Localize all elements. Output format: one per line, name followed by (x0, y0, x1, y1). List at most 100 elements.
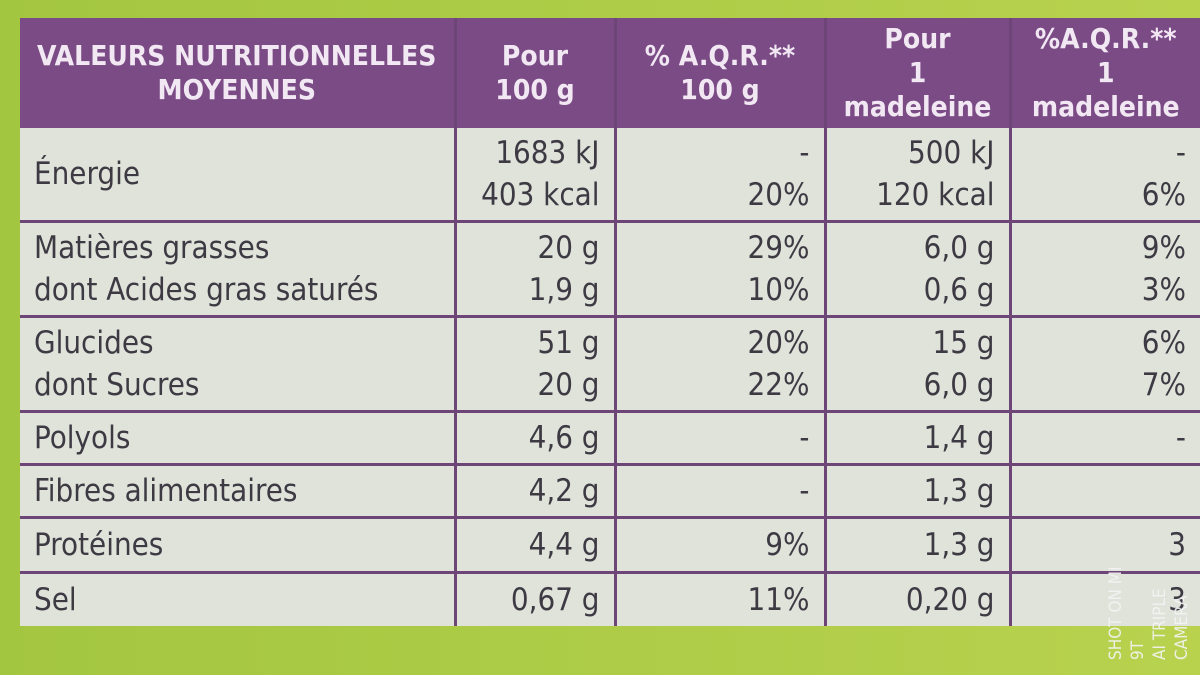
cell-line: 20% (747, 325, 810, 361)
cell-line: VALEURS NUTRITIONNELLES (37, 39, 437, 72)
table-row: Protéines 4,4 g 9% 1,3 g 3 (20, 517, 1200, 574)
table-cell: 1,3 g (823, 517, 1010, 574)
table-row: Énergie 1683 kJ 403 kcal - 20% 500 kJ 120 kcal… (20, 128, 1200, 223)
table-cell: 9% 3% (1008, 221, 1200, 318)
cell-line: 9% (765, 527, 810, 563)
cell-line: 22% (747, 367, 810, 403)
table-row: Matières grasses dont Acides gras saturés… (20, 221, 1200, 318)
table-cell: Glucides dont Sucres (20, 316, 455, 413)
cell-line: 120 kcal (876, 177, 995, 213)
cell-line: Matières grasses (34, 230, 270, 266)
table-row: Sel 0,67 g 11% 0,20 g 3 (20, 572, 1200, 627)
table-cell (1008, 464, 1200, 519)
cell-line: Énergie (34, 156, 141, 192)
cell-line: 6% (1141, 177, 1186, 213)
table-row: Fibres alimentaires 4,2 g - 1,3 g (20, 464, 1200, 519)
table-cell: 11% (613, 572, 825, 626)
cell-line: 10% (747, 272, 810, 308)
cell-line: %A.Q.R.** (1034, 22, 1177, 55)
table-cell: 0,20 g (823, 572, 1010, 626)
header-cell: % A.Q.R.** 100 g (613, 18, 825, 128)
cell-line: Pour (884, 22, 951, 55)
header-cell: %A.Q.R.** 1 madeleine (1008, 18, 1200, 128)
table-cell: 1,3 g (823, 464, 1010, 519)
cell-line: 100 g (495, 73, 575, 106)
header-cell: Pour 100 g (453, 18, 615, 128)
cell-line: Pour (501, 39, 569, 72)
header-cell: VALEURS NUTRITIONNELLES MOYENNES (20, 18, 455, 128)
table-cell: 6,0 g 0,6 g (823, 221, 1010, 318)
cell-line: dont Acides gras saturés (34, 272, 379, 308)
cell-line: - (799, 420, 810, 456)
table-cell: 1,4 g (823, 411, 1010, 466)
cell-line: 29% (747, 230, 810, 266)
cell-line: 20 g (537, 367, 600, 403)
table-cell: - (613, 464, 825, 519)
cell-line: 0,20 g (905, 582, 995, 618)
table-cell: 0,67 g (453, 572, 615, 626)
table-row: Glucides dont Sucres 51 g 20 g 20% 22% 15 g 6,0… (20, 316, 1200, 413)
cell-line: 51 g (537, 325, 600, 361)
table-cell: 500 kJ 120 kcal (823, 128, 1010, 223)
table-cell: Matières grasses dont Acides gras saturés (20, 221, 455, 318)
cell-line: AI TRIPLE CAMERA (1150, 588, 1192, 660)
cell-line: 403 kcal (481, 177, 600, 213)
cell-line: 0,6 g (923, 272, 995, 308)
cell-line: Glucides (34, 325, 154, 361)
cell-line: 6,0 g (923, 367, 995, 403)
table-cell: 6% 7% (1008, 316, 1200, 413)
cell-line: 6,0 g (923, 230, 995, 266)
table-cell: 3 (1008, 572, 1200, 626)
cell-line: Protéines (34, 527, 164, 563)
cell-line: 1683 kJ (495, 135, 600, 171)
cell-line: 0,67 g (510, 582, 600, 618)
cell-line: Fibres alimentaires (34, 473, 298, 509)
cell-line: 100 g (680, 73, 760, 106)
cell-line: Sel (34, 582, 77, 618)
cell-line: 1 madeleine (1031, 56, 1180, 123)
table-cell: 20% 22% (613, 316, 825, 413)
table-cell: 15 g 6,0 g (823, 316, 1010, 413)
cell-line: 1,3 g (923, 473, 995, 509)
table-cell: Protéines (20, 517, 455, 574)
table-cell: 9% (613, 517, 825, 574)
cell-line: 4,6 g (528, 420, 600, 456)
header-row: VALEURS NUTRITIONNELLES MOYENNES Pour 100 g… (20, 18, 1200, 128)
table-cell: Sel (20, 573, 455, 627)
cell-line: 1,3 g (923, 527, 995, 563)
header-cell: Pour 1 madeleine (823, 18, 1010, 128)
cell-line: 7% (1141, 367, 1186, 403)
watermark: SHOT ON MI 9T AI TRIPLE CAMERA (1105, 565, 1193, 660)
cell-line: - (1175, 420, 1186, 456)
table-cell: 3 (1008, 517, 1200, 574)
cell-line: MOYENNES (157, 73, 316, 106)
cell-line: dont Sucres (34, 367, 200, 403)
cell-line: % A.Q.R.** (644, 39, 796, 72)
table-cell: Fibres alimentaires (20, 464, 455, 519)
cell-line: 3 (1168, 527, 1186, 563)
cell-line: 4,2 g (528, 473, 600, 509)
table-cell: 4,2 g (453, 464, 615, 519)
cell-line: 1,4 g (923, 420, 995, 456)
cell-line: 11% (747, 582, 810, 618)
table-cell: - (613, 411, 825, 466)
table-cell: - (1008, 411, 1200, 466)
cell-line: SHOT ON MI 9T (1106, 566, 1148, 660)
table-cell: - 6% (1008, 128, 1200, 223)
cell-line: - (799, 473, 810, 509)
cell-line: 20 g (537, 230, 600, 266)
table-cell: - 20% (613, 128, 825, 223)
table-cell: 1683 kJ 403 kcal (453, 128, 615, 223)
cell-line: 9% (1141, 230, 1186, 266)
table-row: Polyols 4,6 g - 1,4 g - (20, 411, 1200, 466)
cell-line: - (799, 135, 810, 171)
table-cell: 20 g 1,9 g (453, 221, 615, 318)
cell-line: 15 g (932, 325, 995, 361)
nutrition-table: VALEURS NUTRITIONNELLES MOYENNES Pour 100 g… (20, 18, 1200, 626)
cell-line: 4,4 g (528, 527, 600, 563)
table-cell: 4,6 g (453, 411, 615, 466)
table-cell: 29% 10% (613, 221, 825, 318)
cell-line: 1 madeleine (843, 56, 992, 123)
cell-line: 500 kJ (908, 135, 995, 171)
